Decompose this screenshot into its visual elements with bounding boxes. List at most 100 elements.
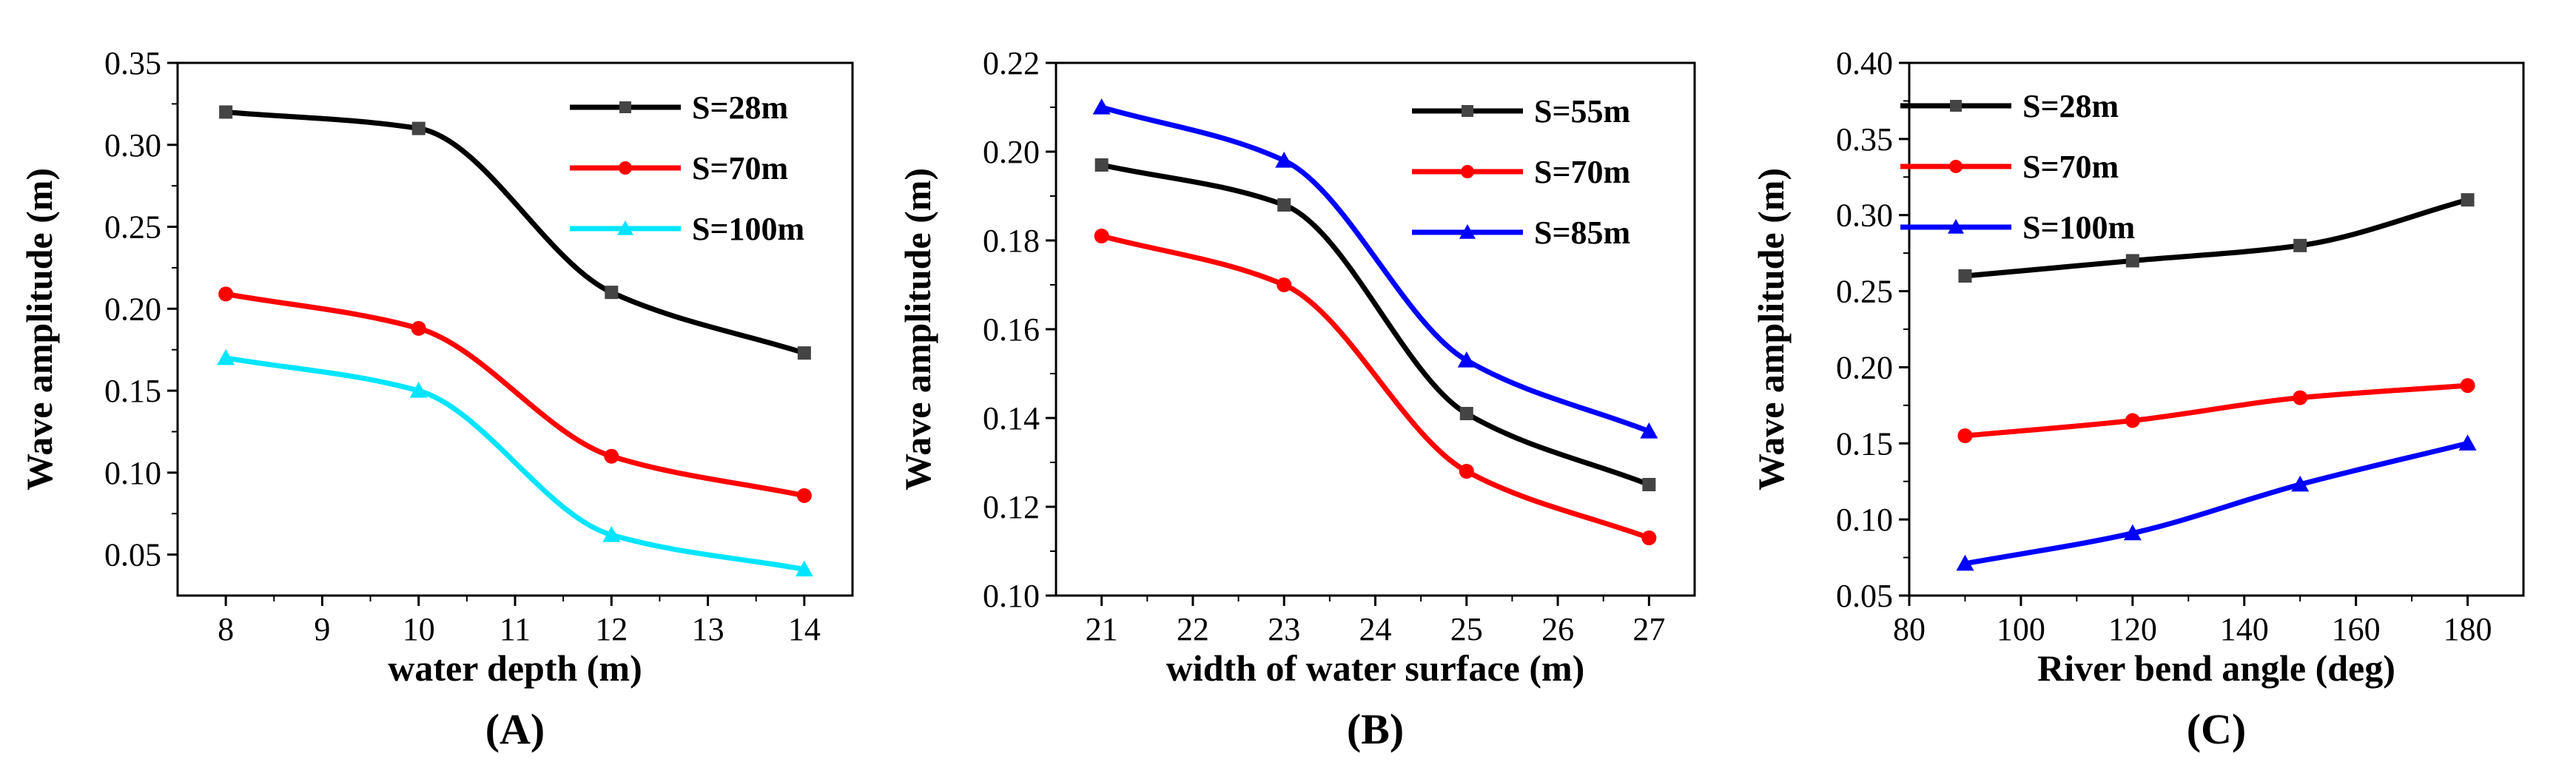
y-tick-label: 0.25 xyxy=(1836,274,1893,310)
data-point xyxy=(1457,351,1476,368)
legend-marker xyxy=(1462,105,1473,117)
x-tick-label: 100 xyxy=(1997,611,2045,647)
series-line-2 xyxy=(225,291,805,499)
data-point xyxy=(1640,422,1658,439)
y-tick-label: 0.25 xyxy=(104,209,161,246)
legend-label: S=70m xyxy=(2022,149,2119,185)
y-tick-label: 0.10 xyxy=(983,578,1040,614)
x-axis-title: water depth (m) xyxy=(388,647,642,689)
data-point xyxy=(602,526,621,542)
data-point xyxy=(2293,238,2307,252)
chart-panel-2: 21 22 23 24 25 26 27 0.10 0.12 0.14 0.16 0.18 0.20 0.… xyxy=(897,45,1696,753)
x-tick-label: 25 xyxy=(1450,611,1483,647)
legend-marker xyxy=(1461,165,1474,178)
data-point xyxy=(605,286,619,300)
y-tick-label: 0.05 xyxy=(1836,578,1893,614)
series-line-3 xyxy=(1964,440,2469,567)
y-tick-label: 0.10 xyxy=(104,455,161,491)
panel-label: (C) xyxy=(2187,705,2247,753)
x-tick-label: 10 xyxy=(403,611,435,647)
legend-marker xyxy=(1949,160,1963,173)
legend-label: S=70m xyxy=(1534,154,1630,190)
data-point xyxy=(1092,98,1111,115)
legend-marker xyxy=(1950,100,1962,112)
x-tick-label: 80 xyxy=(1893,611,1926,647)
y-axis-title: Wave amplitude (m) xyxy=(19,168,60,491)
y-tick-label: 0.10 xyxy=(1836,502,1893,538)
data-point xyxy=(1958,269,1972,283)
data-point xyxy=(1277,277,1292,292)
series-line-1 xyxy=(1100,162,1650,488)
data-point xyxy=(2461,193,2475,207)
x-tick-label: 23 xyxy=(1268,611,1300,647)
x-tick-label: 12 xyxy=(595,611,628,647)
y-tick-label: 0.15 xyxy=(1836,425,1893,462)
x-tick-label: 24 xyxy=(1359,611,1392,647)
data-point xyxy=(1642,478,1656,491)
panel-label: (B) xyxy=(1347,705,1404,753)
data-point xyxy=(1956,554,1974,571)
series-line-3 xyxy=(225,355,805,572)
legend-marker xyxy=(617,220,633,235)
y-tick-label: 0.30 xyxy=(104,127,161,164)
x-axis-title: width of water surface (m) xyxy=(1166,647,1585,689)
data-point xyxy=(796,488,812,503)
series-line-1 xyxy=(1965,197,2469,279)
data-point xyxy=(2458,434,2477,451)
y-tick-label: 0.30 xyxy=(1836,198,1893,234)
y-tick-label: 0.22 xyxy=(983,45,1040,81)
y-tick-label: 0.20 xyxy=(104,291,161,327)
x-tick-label: 9 xyxy=(314,611,330,647)
data-point xyxy=(2123,524,2142,541)
legend-label: S=100m xyxy=(2022,209,2135,246)
chart-panel-3: 80 100 120 140 160 180 0.05 0.10 0.15 0.20 0.25 0.3… xyxy=(1750,45,2525,753)
y-tick-label: 0.15 xyxy=(104,373,161,409)
data-point xyxy=(409,382,428,398)
series-line-2 xyxy=(1100,233,1650,541)
data-point xyxy=(1459,464,1474,479)
legend-label: S=70m xyxy=(692,150,788,186)
legend-label: S=100m xyxy=(692,211,804,247)
series-line-2 xyxy=(1965,382,2468,439)
data-point xyxy=(1275,152,1294,168)
data-point xyxy=(1957,428,1973,443)
x-tick-label: 13 xyxy=(692,611,724,647)
panel-label: (A) xyxy=(485,705,545,753)
y-axis-title: Wave amplitude (m) xyxy=(897,168,938,491)
y-tick-label: 0.16 xyxy=(983,311,1040,348)
data-point xyxy=(411,121,426,135)
data-point xyxy=(1459,407,1473,420)
data-point xyxy=(1277,198,1291,212)
data-point xyxy=(2125,254,2139,268)
data-point xyxy=(219,105,233,119)
data-point xyxy=(2125,413,2140,428)
x-tick-label: 26 xyxy=(1541,611,1574,647)
data-point xyxy=(2291,475,2310,492)
y-tick-label: 0.18 xyxy=(983,223,1040,259)
series-line-3 xyxy=(1100,104,1650,434)
data-point xyxy=(1094,229,1109,243)
series-line-1 xyxy=(225,109,805,356)
plot-frame xyxy=(1055,61,1696,597)
chart-panel-1: 8 9 10 11 12 13 14 0.05 0.10 0.15 0.20 0.25 0.30 0.35… xyxy=(19,45,854,753)
data-point xyxy=(2293,390,2308,405)
data-point xyxy=(1094,158,1109,172)
legend-label: S=85m xyxy=(1534,215,1630,251)
data-point xyxy=(797,346,811,360)
data-point xyxy=(795,560,813,577)
data-point xyxy=(218,286,234,302)
plot-frame xyxy=(1908,61,2525,597)
y-axis-title: Wave amplitude (m) xyxy=(1750,168,1792,491)
x-tick-label: 27 xyxy=(1632,611,1665,647)
y-tick-label: 0.35 xyxy=(1836,121,1893,158)
x-tick-label: 14 xyxy=(788,611,821,647)
x-tick-label: 8 xyxy=(218,611,234,647)
legend-marker xyxy=(1459,224,1476,239)
x-tick-label: 160 xyxy=(2332,611,2381,647)
y-tick-label: 0.40 xyxy=(1836,45,1893,81)
x-tick-label: 140 xyxy=(2220,611,2269,647)
x-tick-label: 22 xyxy=(1177,611,1209,647)
x-tick-label: 180 xyxy=(2444,611,2492,647)
